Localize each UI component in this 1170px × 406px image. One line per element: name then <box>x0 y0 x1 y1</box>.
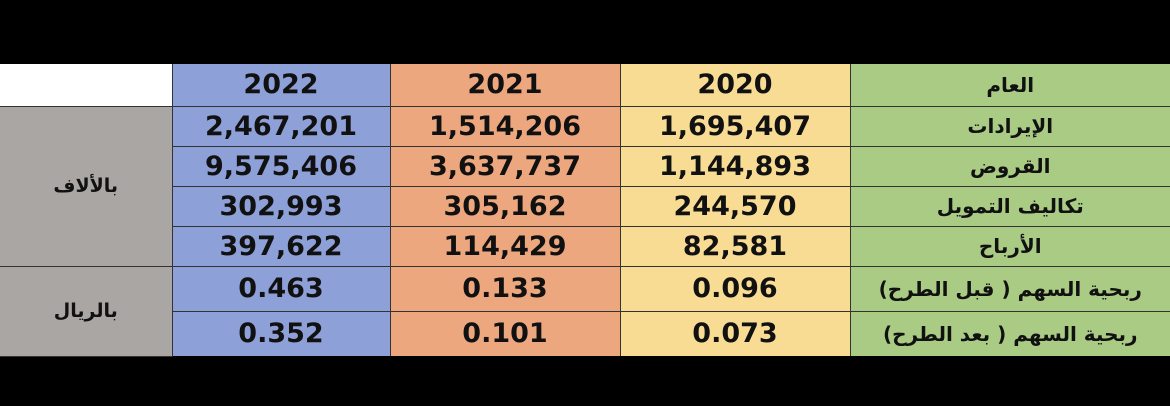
year-header-2022: 2022 <box>171 64 391 107</box>
row-label-eps-post-ipo: ربحية السهم ( بعد الطرح) <box>849 310 1170 356</box>
table-header-row: 2022 2021 2020 العام <box>0 64 1170 107</box>
value-cell: 1,695,407 <box>619 105 851 147</box>
row-label-revenue: الإيرادات <box>849 105 1170 147</box>
value-cell: 2,467,201 <box>171 105 391 147</box>
table-row: بالألاف 2,467,201 1,514,206 1,695,407 ال… <box>0 105 1170 267</box>
value-cell: 0.133 <box>389 265 621 312</box>
value-cell: 0.352 <box>172 310 391 356</box>
value-cell: 244,570 <box>619 185 851 227</box>
row-label-profits: الأرباح <box>849 225 1170 267</box>
value-cell: 0.073 <box>619 310 851 356</box>
row-label-eps-pre-ipo: ربحية السهم ( قبل الطرح) <box>849 265 1170 312</box>
table-row: 302,993 305,162 244,570 تكاليف التمويل <box>0 185 1170 227</box>
value-cell: 305,162 <box>389 185 621 227</box>
row-label-financing-costs: تكاليف التمويل <box>849 185 1170 227</box>
financial-summary-table: 2022 2021 2020 العام بالألاف 2,467,201 1… <box>0 64 1170 357</box>
year-column-label: العام <box>849 64 1170 107</box>
value-cell: 302,993 <box>172 185 391 227</box>
table-row: 397,622 114,429 82,581 الأرباح <box>0 225 1170 267</box>
year-header-2021: 2021 <box>389 64 621 107</box>
value-cell: 0.463 <box>171 265 391 312</box>
value-cell: 1,144,893 <box>619 145 851 187</box>
table-row: 9,575,406 3,637,737 1,144,893 القروض <box>0 145 1170 187</box>
value-cell: 1,514,206 <box>389 105 621 147</box>
table-row: بالريال 0.463 0.133 0.096 ربحية السهم ( … <box>0 265 1170 357</box>
year-header-2020: 2020 <box>619 64 851 107</box>
value-cell: 82,581 <box>619 225 851 267</box>
value-cell: 9,575,406 <box>172 145 391 187</box>
unit-label-thousands: بالألاف <box>0 105 173 267</box>
value-cell: 114,429 <box>389 225 621 267</box>
empty-corner-cell <box>0 64 173 107</box>
value-cell: 0.101 <box>389 310 621 356</box>
row-label-loans: القروض <box>849 145 1170 187</box>
financial-table-container: 2022 2021 2020 العام بالألاف 2,467,201 1… <box>0 64 1170 357</box>
table-row: 0.352 0.101 0.073 ربحية السهم ( بعد الطر… <box>0 310 1170 356</box>
value-cell: 3,637,737 <box>389 145 621 187</box>
value-cell: 0.096 <box>619 265 851 312</box>
value-cell: 397,622 <box>172 225 391 267</box>
unit-label-riyal: بالريال <box>0 265 173 357</box>
